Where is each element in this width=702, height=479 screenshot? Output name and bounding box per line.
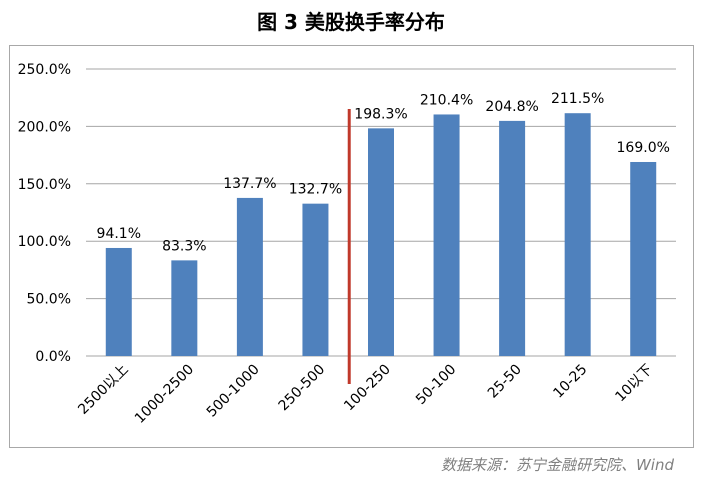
x-tick-label: 50-100: [413, 362, 459, 408]
bar: [499, 120, 526, 356]
x-tick-label: 10以下: [612, 362, 656, 406]
y-axis-ticks: 0.0% 50.0% 100.0% 150.0% 200.0% 250.0%: [18, 62, 71, 365]
bar: [630, 161, 657, 356]
chart-area: [9, 45, 694, 448]
data-label: 94.1%: [97, 226, 141, 242]
bars: [105, 113, 657, 356]
y-tick-label: 250.0%: [18, 62, 71, 78]
bar: [105, 247, 132, 356]
x-tick-label: 1000-2500: [132, 362, 197, 427]
x-tick-label: 25-50: [485, 362, 525, 402]
x-tick-label: 250-500: [276, 362, 329, 415]
y-tick-label: 100.0%: [18, 234, 71, 250]
x-tick-label: 10-25: [550, 362, 590, 402]
source-note: 数据来源：苏宁金融研究院、Wind: [440, 456, 674, 474]
bar: [171, 260, 198, 356]
bar: [368, 128, 394, 356]
data-label: 198.3%: [354, 106, 407, 122]
data-labels: 94.1% 83.3% 137.7% 132.7% 198.3% 210.4% 204.8%…: [97, 91, 670, 254]
data-label: 169.0%: [617, 140, 670, 156]
data-label: 132.7%: [289, 182, 342, 198]
data-label: 211.5%: [551, 91, 604, 107]
y-tick-label: 150.0%: [18, 177, 71, 193]
bar: [236, 197, 263, 356]
bar: [433, 114, 460, 356]
chart-title: 图 3 美股换手率分布: [257, 10, 445, 34]
data-label: 137.7%: [223, 176, 276, 192]
bar: [302, 203, 329, 356]
data-label: 204.8%: [485, 99, 538, 115]
x-tick-label: 2500以上: [75, 362, 131, 418]
y-tick-label: 0.0%: [35, 349, 71, 365]
data-label: 83.3%: [162, 238, 206, 254]
y-tick-label: 50.0%: [27, 292, 71, 308]
data-label: 210.4%: [420, 92, 473, 108]
x-axis-ticks: 2500以上 1000-2500 500-1000 250-500 100-250 50-…: [75, 362, 656, 427]
x-tick-label: 500-1000: [204, 362, 263, 421]
bar: [564, 113, 591, 356]
y-tick-label: 200.0%: [18, 119, 71, 135]
